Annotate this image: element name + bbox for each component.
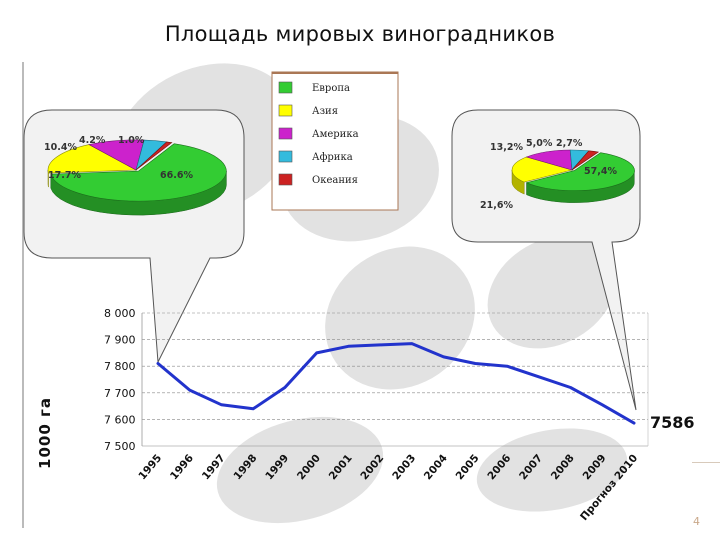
- pie-chart-world-left: 66.6% 17.7% 10.4% 4.2% 1.0%: [44, 135, 227, 216]
- pie2-label-oceania: 2,7%: [556, 138, 583, 149]
- last-value-label: 7586: [650, 413, 695, 432]
- y-tick-label-0: 7 500: [104, 440, 136, 453]
- legend-swatch-0: [278, 81, 293, 94]
- y-tick-label-4: 7 900: [104, 334, 136, 347]
- pie2-label-europe: 57,4%: [584, 166, 617, 177]
- pie-slice-океания: [135, 141, 173, 171]
- pie1-label-europe: 66.6%: [160, 170, 193, 181]
- pie-slice-европа: [50, 143, 227, 202]
- legend: Европа Азия Америка Африка Океания: [271, 71, 399, 211]
- legend-label-2: Америка: [312, 129, 359, 140]
- pie1-label-america: 10.4%: [44, 142, 77, 153]
- y-tick-label-2: 7 700: [104, 387, 136, 400]
- legend-swatch-4: [278, 173, 293, 186]
- panel-left-edge: [22, 62, 24, 528]
- pie-slice-океания: [571, 150, 600, 171]
- pie-chart-world-right: 57,4% 21,6% 13,2% 5,0% 2,7%: [480, 138, 635, 211]
- legend-swatch-2: [278, 127, 293, 140]
- pie1-label-africa: 4.2%: [79, 135, 106, 146]
- y-tick-label-5: 8 000: [104, 307, 136, 320]
- pie1-label-asia: 17.7%: [48, 170, 81, 181]
- legend-label-1: Азия: [312, 106, 338, 117]
- pie-slice-европа: [525, 152, 635, 192]
- y-axis-label: 1000 га: [36, 397, 54, 469]
- legend-swatch-3: [278, 150, 293, 163]
- decorative-line: [692, 462, 720, 463]
- legend-label-0: Европа: [312, 83, 350, 94]
- legend-label-4: Океания: [312, 175, 358, 186]
- legend-label-3: Африка: [312, 152, 353, 163]
- y-tick-label-3: 7 800: [104, 360, 136, 373]
- legend-swatch-1: [278, 104, 293, 117]
- slide-title: Площадь мировых виноградников: [164, 22, 556, 46]
- y-tick-label-1: 7 600: [104, 413, 136, 426]
- pie-slice-азия: [47, 144, 138, 174]
- pie1-label-oceania: 1.0%: [118, 135, 145, 146]
- pie2-label-africa: 5,0%: [526, 138, 553, 149]
- pie2-label-asia: 21,6%: [480, 200, 513, 211]
- page-number: 4: [693, 515, 700, 528]
- line-series-area: [156, 342, 636, 425]
- pie-slice-азия: [511, 156, 574, 183]
- pie2-label-america: 13,2%: [490, 142, 523, 153]
